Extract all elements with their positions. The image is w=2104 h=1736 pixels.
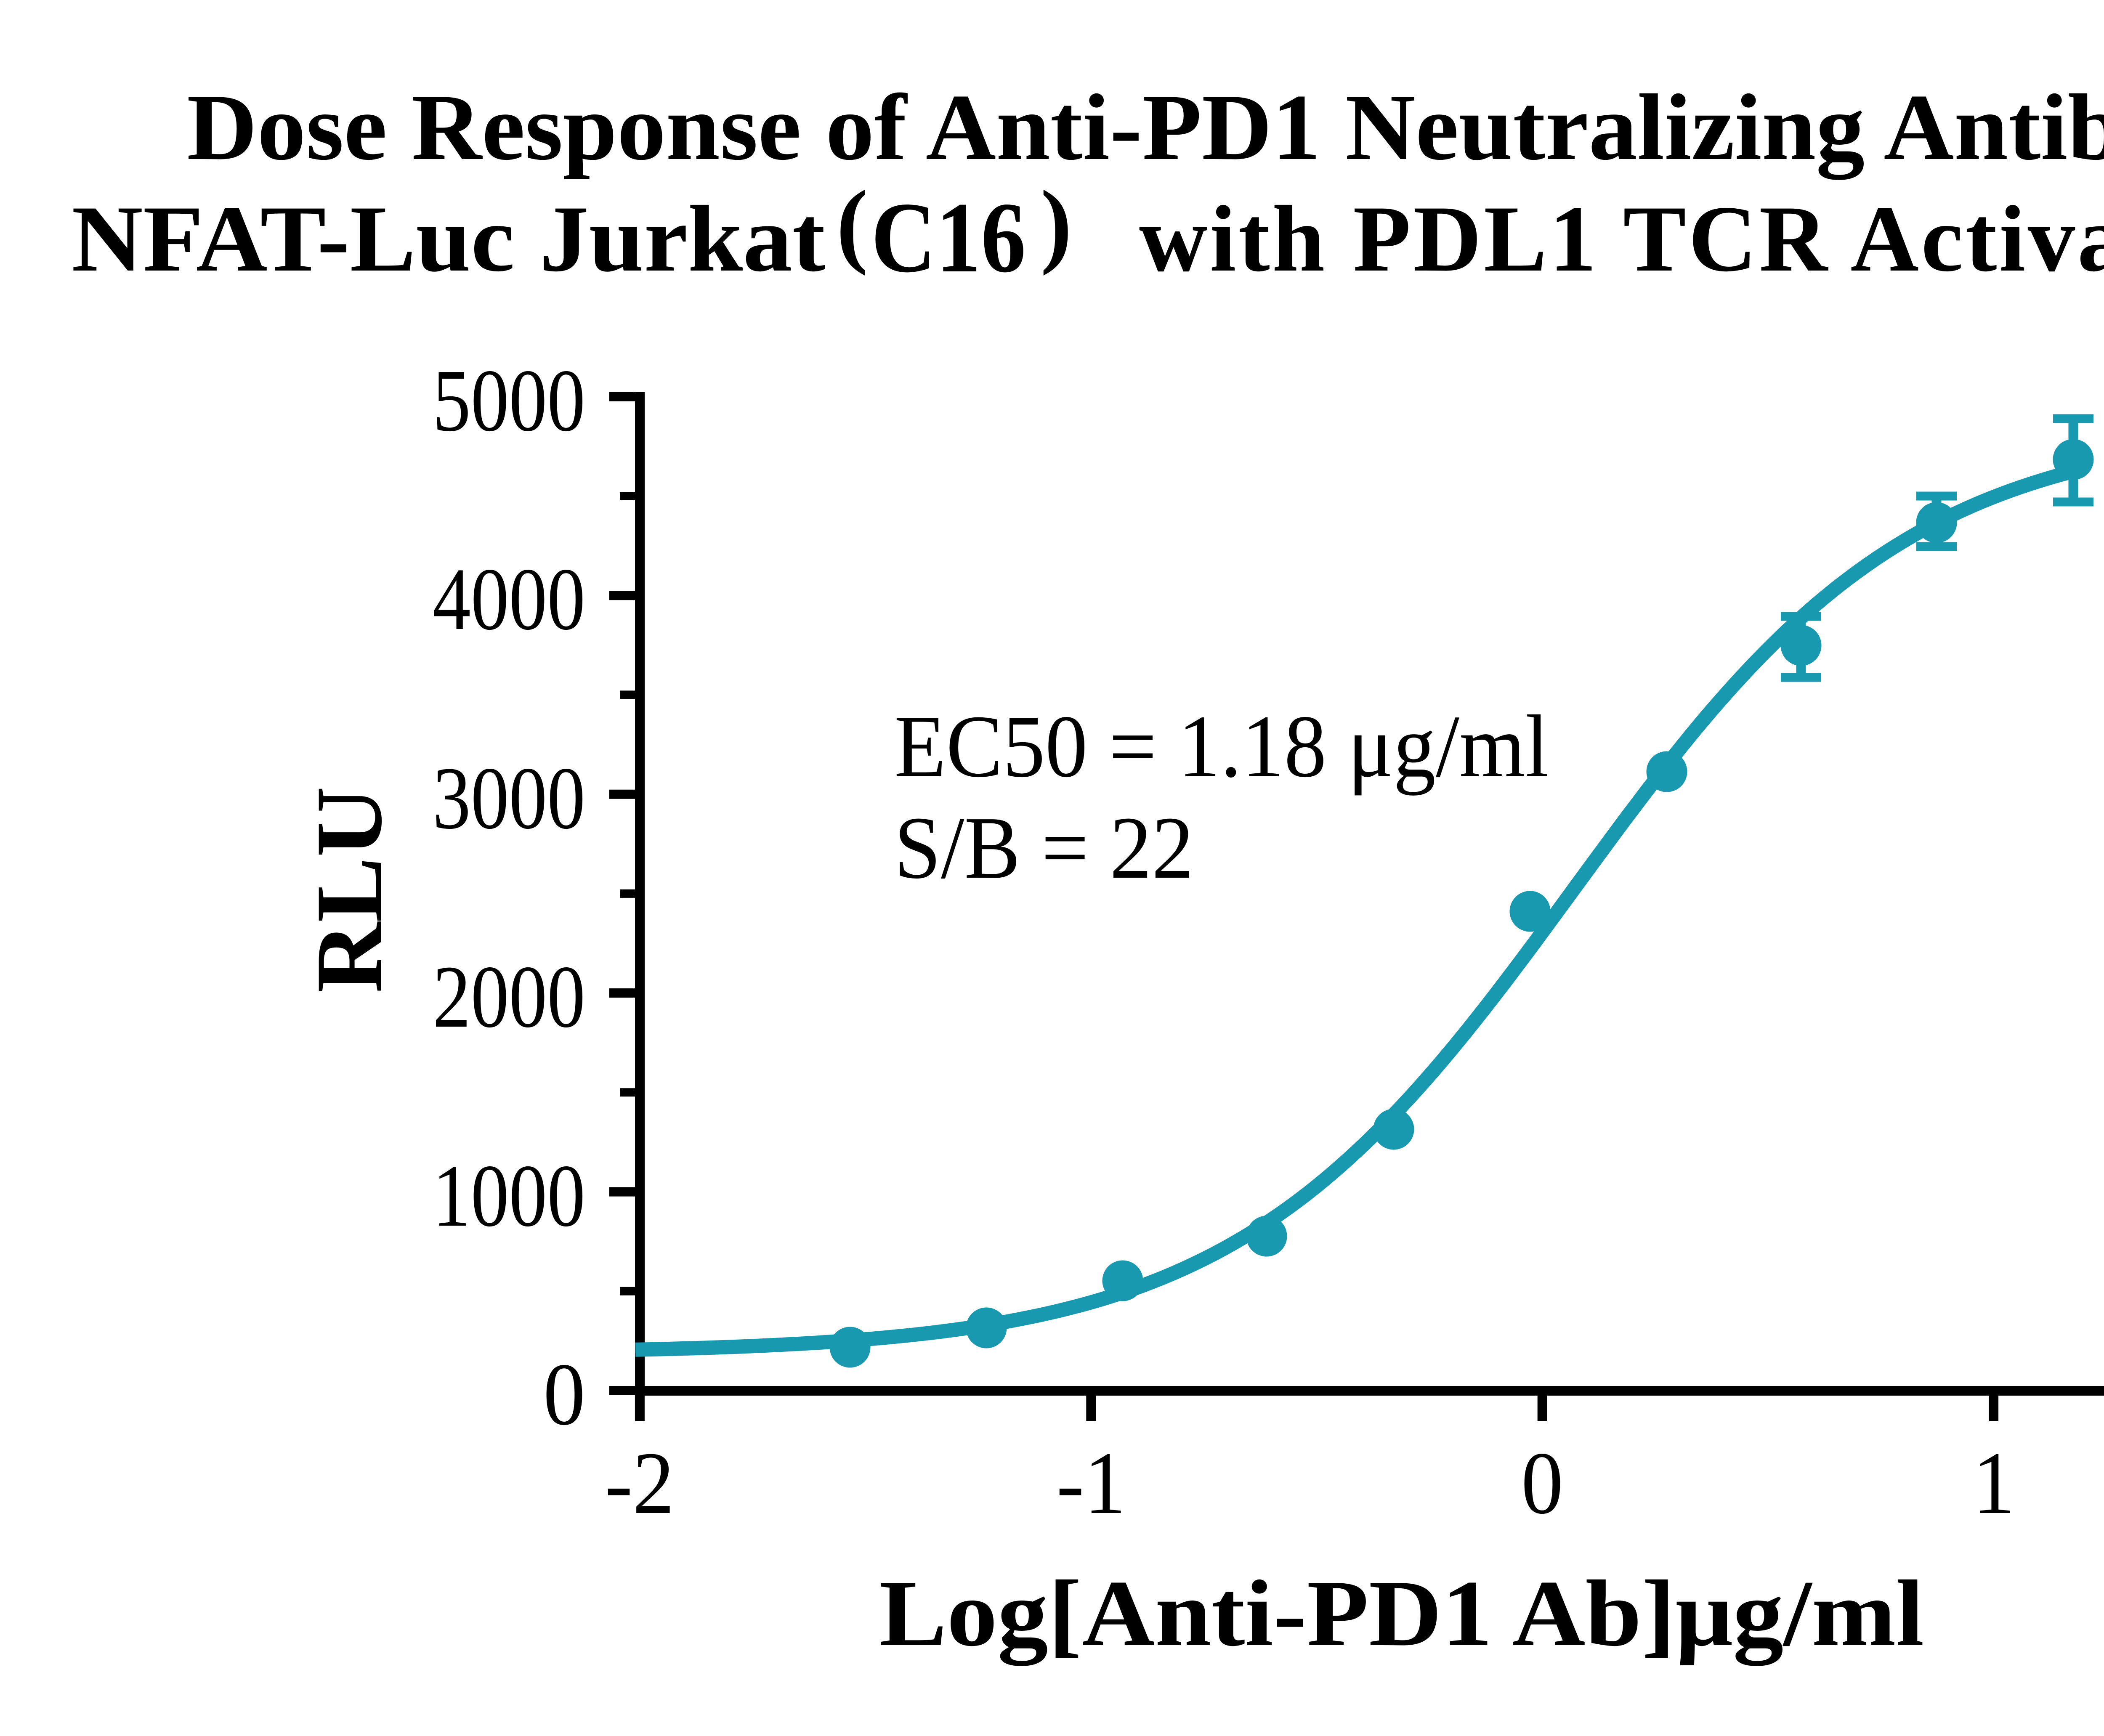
svg-text:-2: -2 [605, 1433, 675, 1532]
svg-text:): ) [1041, 171, 1072, 276]
svg-text:3000: 3000 [433, 749, 585, 847]
svg-text:0: 0 [1521, 1433, 1563, 1532]
svg-text:0: 0 [543, 1345, 585, 1444]
svg-text:1: 1 [1973, 1433, 2015, 1532]
svg-text:4000: 4000 [433, 549, 585, 648]
svg-text:EC50 = 1.18 μg/ml: EC50 = 1.18 μg/ml [894, 697, 1549, 796]
svg-text:1000: 1000 [433, 1146, 585, 1245]
svg-text:-1: -1 [1057, 1433, 1126, 1532]
svg-text:5000: 5000 [433, 351, 585, 450]
svg-text:NFAT-Luc Jurkat: NFAT-Luc Jurkat [72, 186, 825, 291]
svg-text:S/B = 22: S/B = 22 [894, 798, 1194, 897]
svg-text:RLU: RLU [296, 786, 401, 993]
svg-text:Dose Response of Anti-PD1 Neut: Dose Response of Anti-PD1 Neutralizing A… [187, 74, 2104, 180]
svg-text:C16: C16 [871, 181, 1026, 293]
svg-text:Log[Anti-PD1 Ab]μg/ml: Log[Anti-PD1 Ab]μg/ml [879, 1561, 1924, 1666]
svg-text:(: ( [837, 171, 868, 276]
svg-text:2000: 2000 [433, 947, 585, 1046]
